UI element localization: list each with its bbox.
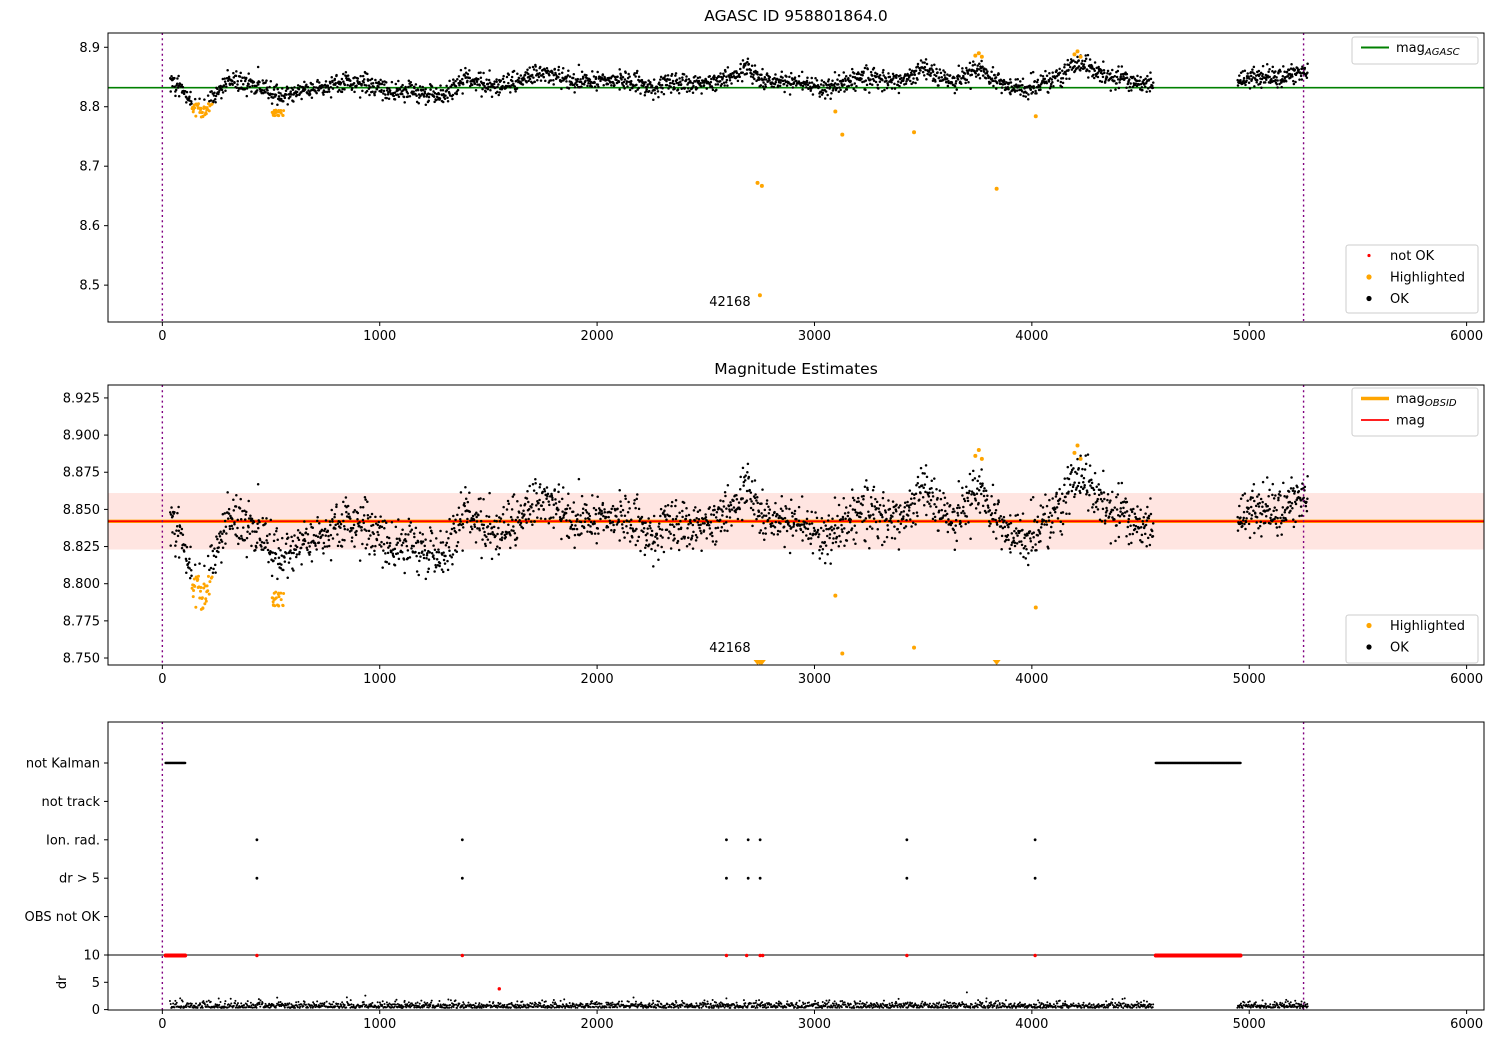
points-highlighted <box>190 49 1083 298</box>
flag-row <box>164 761 1242 765</box>
legend-box <box>1345 614 1479 664</box>
clipped-outlier-marker <box>992 660 1001 665</box>
obsid-annotation: 42168 <box>709 295 750 310</box>
x-tick-label: 0 <box>158 672 166 687</box>
flag-category-label: dr > 5 <box>59 872 100 887</box>
x-tick-label: 3000 <box>798 672 831 687</box>
legend-label: OK <box>1390 292 1409 307</box>
axes-frame <box>107 32 1485 323</box>
legend-label: not OK <box>1390 249 1435 264</box>
x-tick-label: 2000 <box>581 672 614 687</box>
legend-label: OK <box>1390 641 1409 656</box>
x-tick-label: 6000 <box>1450 1017 1483 1032</box>
y-tick-label: 8.7 <box>79 160 100 175</box>
x-tick-label: 0 <box>158 329 166 344</box>
x-tick-label: 2000 <box>581 329 614 344</box>
x-tick-label: 5000 <box>1233 1017 1266 1032</box>
y-tick-label: 8.925 <box>63 391 100 406</box>
legend-label: mag <box>1396 414 1425 429</box>
axes-frame <box>107 384 1485 666</box>
y-tick-label: 8.900 <box>63 429 100 444</box>
y-tick-label: 8.850 <box>63 503 100 518</box>
top-chart-title: AGASC ID 958801864.0 <box>704 7 888 25</box>
dr-series <box>168 991 1309 1009</box>
legend-marker <box>1366 622 1372 629</box>
legend-label: Highlighted <box>1390 271 1465 286</box>
magnitude-estimates-chart: 42168 0 1000 2000 3000 4000 5000 6000 8.750 8.775… <box>63 384 1485 687</box>
y-tick-label: 8.5 <box>79 279 100 294</box>
agasc-mag-chart: 42168 0 1000 2000 3000 4000 5000 6000 8.5 8.6 8.7 8… <box>79 32 1485 344</box>
legend-label: Highlighted <box>1390 619 1465 634</box>
x-tick-label: 1000 <box>363 672 396 687</box>
flag-category-label: OBS not OK <box>25 910 101 925</box>
flags-chart: 0 1000 2000 3000 4000 5000 6000 not Kalman not t… <box>25 721 1485 1032</box>
y-tick-label: 8.8 <box>79 100 100 115</box>
y-tick-label: 8.9 <box>79 41 100 56</box>
legend-box <box>1351 36 1479 65</box>
x-tick-label: 4000 <box>1015 1017 1048 1032</box>
legend-marker <box>1366 274 1372 280</box>
x-tick-label: 1000 <box>363 329 396 344</box>
legend-marker <box>1366 295 1372 302</box>
y-tick-label: 8.6 <box>79 219 100 234</box>
x-tick-label: 0 <box>158 1017 166 1032</box>
x-tick-label: 3000 <box>798 1017 831 1032</box>
dr-clipped-points <box>163 953 1243 991</box>
legend-label: magOBSID <box>1396 392 1457 409</box>
x-tick-label: 4000 <box>1015 672 1048 687</box>
clipped-outlier-marker <box>755 660 764 665</box>
x-tick-label: 5000 <box>1233 672 1266 687</box>
y-tick-label: 8.825 <box>63 540 100 555</box>
x-tick-label: 6000 <box>1450 672 1483 687</box>
x-tick-label: 6000 <box>1450 329 1483 344</box>
flag-category-label: not Kalman <box>26 757 100 772</box>
flag-category-label: Ion. rad. <box>46 833 100 848</box>
legend-marker <box>1367 253 1371 258</box>
y-tick-label: 8.750 <box>63 652 100 667</box>
dr-tick-label: 0 <box>92 1003 100 1018</box>
points-highlighted <box>190 443 1083 665</box>
x-tick-label: 5000 <box>1233 329 1266 344</box>
middle-chart-title: Magnitude Estimates <box>714 360 878 378</box>
dr-tick-label: 5 <box>92 976 100 991</box>
points-ok <box>168 453 1309 581</box>
y-tick-label: 8.775 <box>63 614 100 629</box>
obsid-annotation: 42168 <box>709 641 750 656</box>
y-tick-label: 8.800 <box>63 577 100 592</box>
legend-marker <box>1366 644 1372 650</box>
y-tick-label: 8.875 <box>63 466 100 481</box>
x-tick-label: 1000 <box>363 1017 396 1032</box>
x-tick-label: 4000 <box>1015 329 1048 344</box>
flag-category-label: not track <box>41 795 100 810</box>
legend-box <box>1345 244 1479 314</box>
x-tick-label: 2000 <box>581 1017 614 1032</box>
legend-label: magAGASC <box>1396 41 1460 58</box>
dr-tick-label: 10 <box>83 949 100 964</box>
axes-frame <box>107 721 1485 1011</box>
points-ok <box>168 53 1309 107</box>
dr-axis-label: dr <box>55 975 70 989</box>
x-tick-label: 3000 <box>798 329 831 344</box>
flag-row <box>255 838 1037 842</box>
flag-row <box>255 876 1037 880</box>
